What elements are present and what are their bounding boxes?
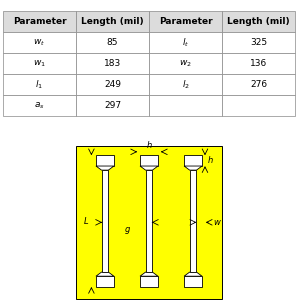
Text: h: h: [207, 156, 213, 165]
Text: g: g: [124, 225, 130, 234]
Bar: [184, 276, 202, 287]
Text: w: w: [213, 218, 220, 227]
Polygon shape: [96, 272, 114, 276]
Polygon shape: [140, 272, 158, 276]
Bar: [96, 155, 114, 166]
Polygon shape: [184, 272, 202, 276]
Text: h: h: [146, 141, 152, 150]
Polygon shape: [140, 166, 158, 170]
Polygon shape: [96, 166, 114, 170]
Bar: [140, 276, 158, 287]
Bar: [145, 170, 153, 272]
Bar: [96, 276, 114, 287]
Text: L: L: [83, 217, 88, 226]
Polygon shape: [184, 166, 202, 170]
Bar: [190, 170, 196, 272]
Bar: [140, 155, 158, 166]
Bar: [102, 170, 108, 272]
Bar: [184, 155, 202, 166]
